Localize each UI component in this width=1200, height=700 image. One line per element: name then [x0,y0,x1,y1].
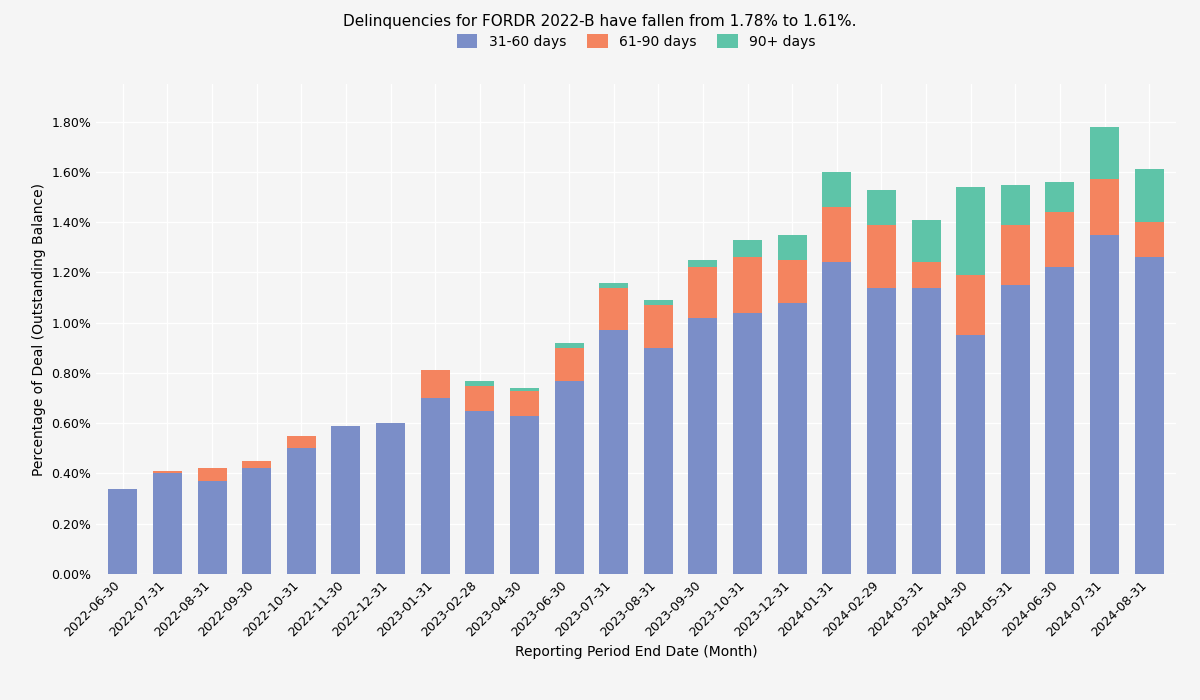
Bar [331,426,360,574]
Bar [376,424,406,574]
Bar [778,260,806,302]
Bar [956,187,985,275]
Bar [822,262,851,574]
Bar [1045,212,1074,267]
Bar [689,318,718,574]
Bar [242,468,271,574]
Bar [822,207,851,262]
Bar [644,348,673,574]
Bar [152,471,182,473]
Bar [466,386,494,411]
Bar [1135,169,1164,222]
Bar [599,330,628,574]
Bar [733,313,762,574]
Bar [287,449,316,574]
Bar [287,436,316,449]
Bar [466,381,494,386]
Bar [866,225,896,288]
Bar [822,172,851,207]
Bar [1135,258,1164,574]
Bar [510,416,539,574]
Bar [198,468,227,481]
Bar [1001,225,1030,285]
Bar [1001,285,1030,574]
Bar [242,461,271,468]
Bar [644,300,673,305]
Bar [510,391,539,416]
Bar [1045,182,1074,212]
Y-axis label: Percentage of Deal (Outstanding Balance): Percentage of Deal (Outstanding Balance) [31,183,46,475]
Bar [956,335,985,574]
Bar [466,411,494,574]
Bar [1135,222,1164,258]
Bar [152,473,182,574]
Bar [554,348,583,381]
Bar [510,388,539,391]
Bar [733,240,762,258]
Bar [689,267,718,318]
Bar [1001,185,1030,225]
Bar [1090,234,1120,574]
Text: Delinquencies for FORDR 2022-B have fallen from 1.78% to 1.61%.: Delinquencies for FORDR 2022-B have fall… [343,14,857,29]
Bar [1090,179,1120,235]
Bar [421,398,450,574]
Bar [108,489,137,574]
Bar [599,288,628,330]
Bar [956,275,985,335]
Bar [1045,267,1074,574]
Bar [866,190,896,225]
Bar [599,283,628,288]
Bar [778,302,806,574]
Bar [1090,127,1120,179]
Legend: 31-60 days, 61-90 days, 90+ days: 31-60 days, 61-90 days, 90+ days [450,27,822,56]
Bar [733,258,762,313]
Bar [912,220,941,262]
Bar [554,343,583,348]
Bar [644,305,673,348]
Bar [554,381,583,574]
Bar [421,370,450,398]
Bar [866,288,896,574]
Bar [198,481,227,574]
Bar [778,234,806,260]
Bar [689,260,718,267]
Bar [912,288,941,574]
X-axis label: Reporting Period End Date (Month): Reporting Period End Date (Month) [515,645,757,659]
Bar [912,262,941,288]
